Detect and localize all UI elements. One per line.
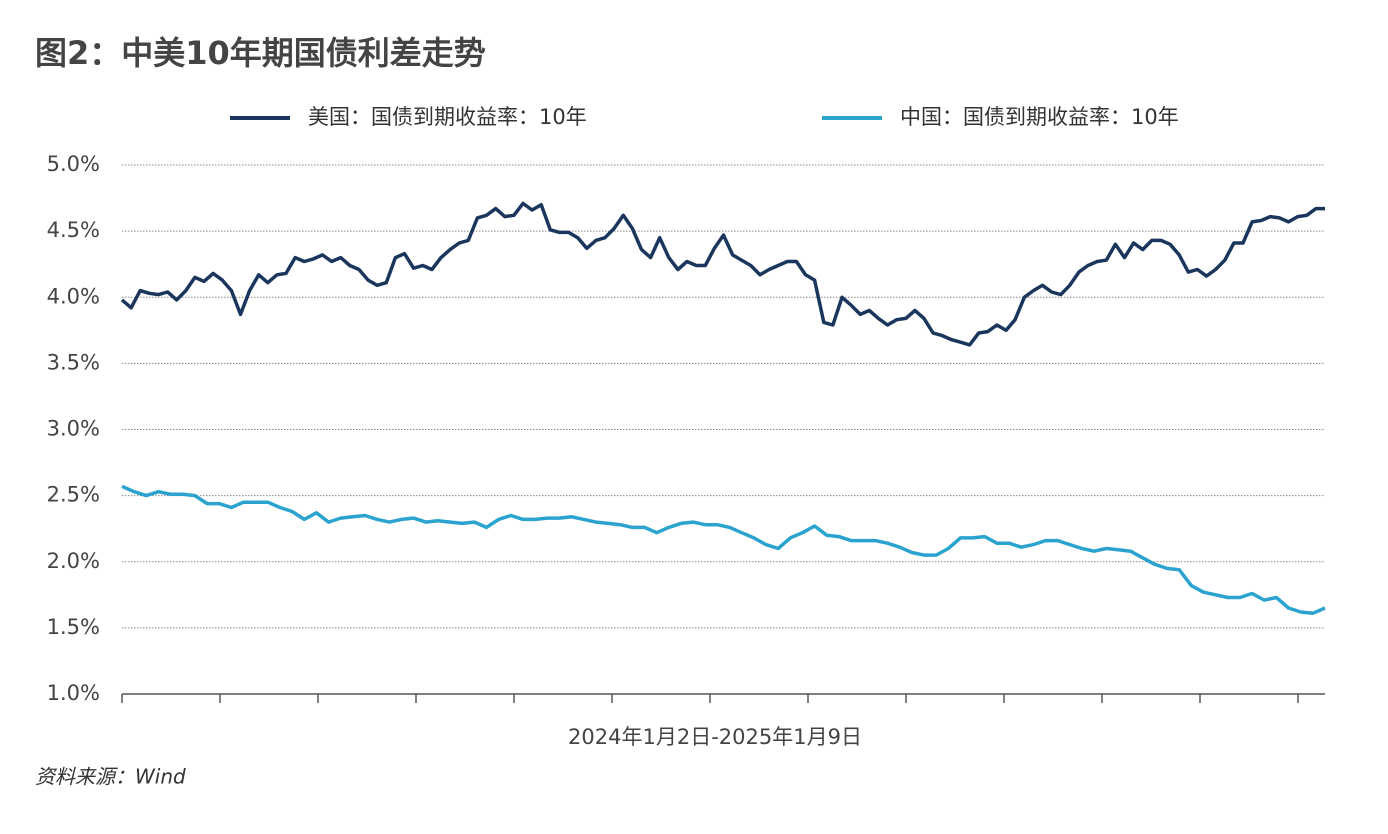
x-axis-label: 2024年1月2日-2025年1月9日 — [568, 725, 862, 749]
y-tick-label: 3.0% — [47, 417, 100, 441]
y-tick-label: 1.0% — [47, 681, 100, 705]
y-tick-label: 2.5% — [47, 483, 100, 507]
y-tick-label: 4.0% — [47, 284, 100, 308]
y-tick-label: 5.0% — [47, 152, 100, 176]
y-tick-label: 1.5% — [47, 615, 100, 639]
y-tick-label: 4.5% — [47, 218, 100, 242]
legend-label: 中国：国债到期收益率：10年 — [900, 105, 1179, 129]
series-line — [121, 484, 1326, 616]
chart-title: 图2：中美10年期国债利差走势 — [35, 34, 486, 72]
y-tick-label: 3.5% — [47, 350, 100, 374]
y-tick-label: 2.0% — [47, 549, 100, 573]
source-note: 资料来源：Wind — [35, 765, 186, 789]
legend-label: 美国：国债到期收益率：10年 — [308, 105, 587, 129]
series-line — [120, 201, 1325, 347]
